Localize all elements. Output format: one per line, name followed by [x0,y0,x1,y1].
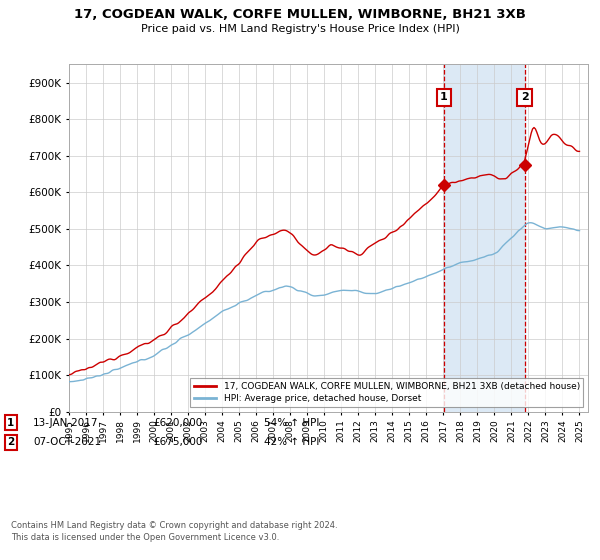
Text: 2: 2 [7,437,14,447]
Text: 1: 1 [7,418,14,428]
Text: Contains HM Land Registry data © Crown copyright and database right 2024.: Contains HM Land Registry data © Crown c… [11,521,337,530]
Text: 2: 2 [521,92,529,102]
Text: 17, COGDEAN WALK, CORFE MULLEN, WIMBORNE, BH21 3XB: 17, COGDEAN WALK, CORFE MULLEN, WIMBORNE… [74,8,526,21]
Text: Price paid vs. HM Land Registry's House Price Index (HPI): Price paid vs. HM Land Registry's House … [140,24,460,34]
Text: 42% ↑ HPI: 42% ↑ HPI [264,437,319,447]
Text: This data is licensed under the Open Government Licence v3.0.: This data is licensed under the Open Gov… [11,533,279,543]
Text: 13-JAN-2017: 13-JAN-2017 [33,418,98,428]
Text: 1: 1 [440,92,448,102]
Text: 54% ↑ HPI: 54% ↑ HPI [264,418,319,428]
Text: £675,000: £675,000 [153,437,202,447]
Text: 07-OCT-2021: 07-OCT-2021 [33,437,101,447]
Bar [444,64,524,412]
Text: £620,000: £620,000 [153,418,202,428]
Legend: 17, COGDEAN WALK, CORFE MULLEN, WIMBORNE, BH21 3XB (detached house), HPI: Averag: 17, COGDEAN WALK, CORFE MULLEN, WIMBORNE… [190,378,583,407]
